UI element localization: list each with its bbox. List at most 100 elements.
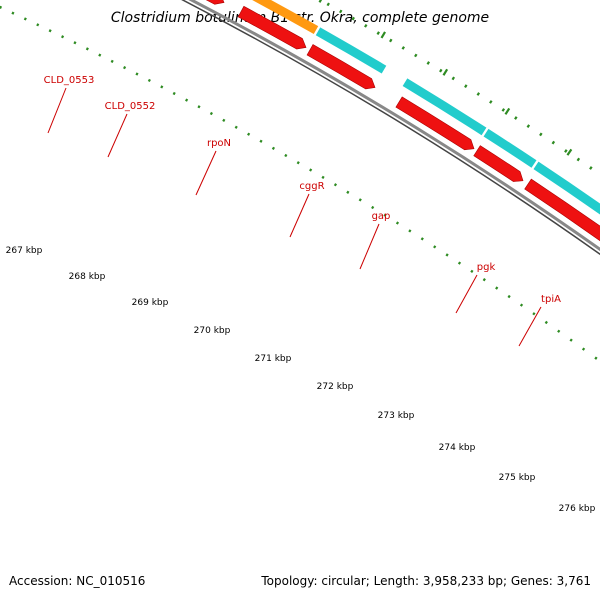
inner-tick — [309, 168, 313, 172]
inner-tick — [383, 213, 387, 217]
inner-tick — [333, 183, 338, 187]
inner-tick — [85, 47, 89, 51]
outer-tick — [364, 23, 368, 28]
inner-tick — [98, 53, 102, 57]
outer-tick — [514, 116, 518, 120]
cds-arrow — [473, 145, 524, 182]
outer-tick — [326, 2, 330, 7]
inner-tick — [48, 29, 52, 33]
inner-tick — [395, 221, 400, 225]
inner-tick — [346, 190, 350, 194]
outer-tick — [551, 140, 556, 145]
inner-tick — [160, 85, 164, 89]
cds-arrow — [205, 0, 225, 5]
outer-tick — [476, 92, 481, 96]
outer-tick — [451, 76, 456, 81]
kbp-label: 276 kbp — [559, 504, 596, 514]
inner-tick — [557, 329, 561, 333]
gene-tpia — [483, 128, 537, 168]
label-leader — [289, 193, 310, 238]
accession-text: Accession: NC_010516 — [9, 574, 145, 588]
inner-tick — [420, 237, 424, 241]
inner-tick — [581, 347, 586, 351]
gene-label-cld0552[interactable]: CLD_0552 — [105, 101, 156, 112]
inner-tick — [433, 245, 437, 249]
outer-tick — [539, 132, 543, 137]
inner-tick — [61, 35, 65, 39]
gene-label-tpia[interactable]: tpiA — [541, 294, 561, 305]
gene-pgk — [402, 78, 487, 136]
inner-tick — [271, 146, 275, 150]
cds-arrow — [395, 96, 475, 151]
kbp-label: 273 kbp — [378, 411, 415, 421]
inner-tick — [110, 59, 114, 63]
outer-tick — [401, 46, 405, 50]
inner-tick — [296, 161, 300, 165]
inner-tick — [172, 91, 176, 96]
inner-tick — [247, 132, 251, 136]
backbone-line — [188, 0, 600, 252]
outer-tick — [389, 38, 393, 43]
inner-tick — [358, 198, 362, 202]
outer-tick — [464, 84, 468, 89]
outer-tick — [526, 124, 531, 129]
backbone-line — [180, 0, 600, 256]
gene-label-pgk[interactable]: pgk — [477, 262, 496, 273]
inner-tick — [519, 303, 524, 307]
inner-tick — [594, 356, 598, 360]
inner-tick — [408, 229, 412, 233]
inner-tick — [123, 66, 127, 70]
inner-tick — [457, 261, 462, 265]
kbp-label: 269 kbp — [132, 298, 169, 308]
inner-tick — [11, 11, 15, 15]
outer-tick — [426, 61, 430, 65]
inner-tick — [185, 98, 189, 102]
kbp-label: 271 kbp — [255, 354, 292, 364]
genome-tracks — [0, 0, 600, 360]
gene-label-gap[interactable]: gap — [372, 211, 391, 222]
inner-tick — [371, 205, 375, 210]
inner-tick — [234, 125, 238, 129]
outer-tick — [414, 53, 418, 58]
outer-tick — [589, 166, 593, 170]
label-leader — [195, 150, 217, 196]
inner-tick — [36, 23, 40, 27]
outer-tick — [564, 149, 568, 153]
gene-label-cggr[interactable]: cggR — [299, 181, 324, 192]
outer-tick — [501, 108, 506, 112]
outer-tick — [339, 9, 343, 14]
outer-tick — [439, 68, 443, 73]
kbp-label: 274 kbp — [439, 443, 476, 453]
outer-major-tick — [442, 68, 449, 76]
inner-tick — [321, 175, 325, 179]
gene-gap — [315, 27, 387, 74]
outer-major-tick — [566, 148, 573, 156]
kbp-label: 267 kbp — [6, 246, 43, 256]
inner-tick — [259, 139, 263, 143]
gene-label-cld0553[interactable]: CLD_0553 — [44, 75, 95, 86]
inner-tick — [222, 118, 226, 123]
inner-tick — [544, 320, 548, 325]
inner-tick — [507, 294, 511, 299]
label-leader — [518, 306, 542, 347]
inner-tick — [482, 278, 486, 282]
label-leader — [455, 274, 478, 314]
outer-major-tick — [318, 0, 323, 3]
cds-arrow — [306, 44, 376, 90]
inner-tick — [284, 153, 288, 158]
inner-tick — [495, 286, 499, 290]
label-leader — [359, 223, 380, 270]
outer-major-tick — [380, 31, 386, 39]
gene-label-rpon[interactable]: rpoN — [207, 138, 231, 149]
cds-arrow — [524, 178, 600, 242]
label-leader — [47, 87, 67, 134]
kbp-label: 270 kbp — [194, 326, 231, 336]
outer-tick — [489, 100, 493, 104]
label-leader — [107, 113, 128, 158]
topology-text: Topology: circular; Length: 3,958,233 bp… — [260, 574, 591, 588]
cds-arrow — [237, 5, 307, 50]
outer-tick — [351, 16, 355, 21]
inner-tick — [23, 17, 27, 21]
inner-tick — [569, 338, 573, 342]
